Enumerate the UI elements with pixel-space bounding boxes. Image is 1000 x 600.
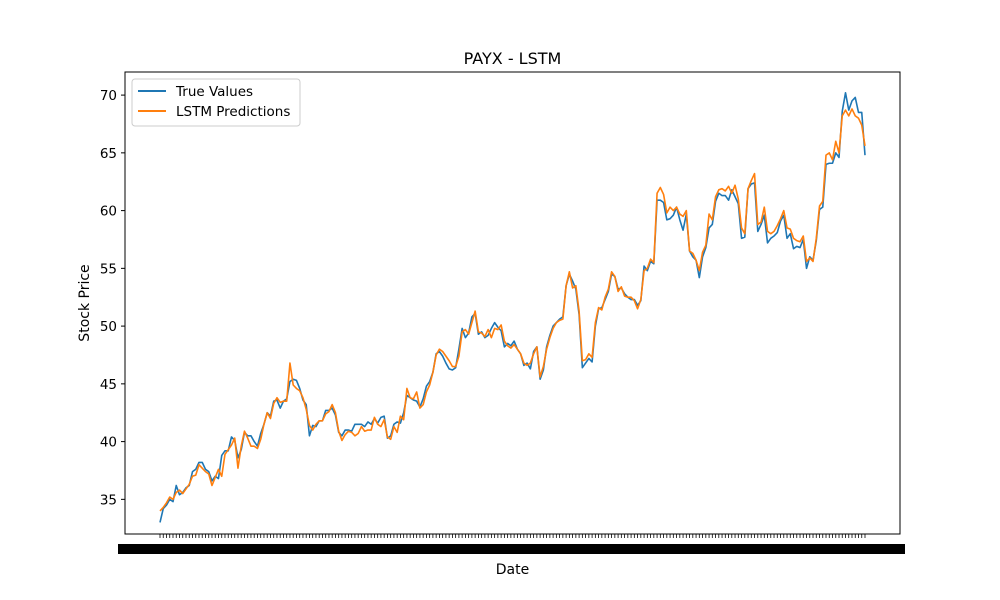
y-tick-label: 35 [100,492,117,508]
y-axis: 35 40 45 50 55 60 65 70 [100,88,125,508]
plot-area [159,91,866,523]
x-tick-labels-overlapping [118,544,905,554]
y-tick-label: 70 [100,88,117,104]
y-axis-label: Stock Price [77,264,93,341]
y-tick-label: 65 [100,146,117,162]
legend-box [131,78,301,127]
series-line-lstm-predictions [159,108,866,512]
x-axis [118,534,905,554]
series-line-true-values [159,91,866,523]
y-tick-label: 45 [100,377,117,393]
legend: True Values LSTM Predictions [131,78,301,127]
x-axis-label: Date [496,562,529,578]
legend-label-lstm-predictions: LSTM Predictions [176,104,290,120]
plot-frame [124,71,901,535]
y-tick-label: 60 [100,204,117,220]
y-tick-label: 55 [100,261,117,277]
y-tick-label: 40 [100,435,117,451]
legend-label-true-values: True Values [175,84,253,100]
chart-title: PAYX - LSTM [464,49,562,68]
y-tick-label: 50 [100,319,117,335]
